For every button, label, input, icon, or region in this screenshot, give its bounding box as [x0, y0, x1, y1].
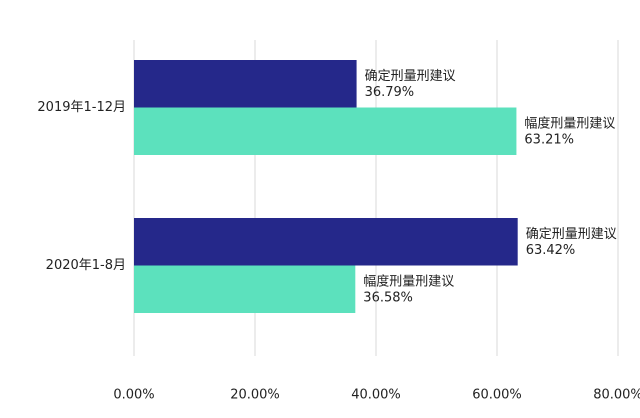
y-tick-label: 2020年1-8月 [46, 258, 126, 273]
x-tick-label: 0.00% [113, 388, 154, 403]
data-label-name: 确定刑量刑建议 [526, 226, 617, 241]
data-label: 幅度刑量刑建议 63.21% [524, 115, 615, 147]
data-label-name: 确定刑量刑建议 [365, 68, 456, 83]
data-label-value: 36.79% [365, 85, 415, 100]
bar [134, 218, 518, 266]
bar [134, 107, 517, 155]
x-tick-label: 80.00% [593, 388, 640, 403]
data-label: 幅度刑量刑建议 36.58% [363, 273, 454, 305]
bar [134, 265, 356, 313]
data-label-value: 36.58% [363, 290, 413, 305]
x-tick-label: 40.00% [351, 388, 401, 403]
bar [134, 60, 357, 108]
y-tick-label: 2019年1-12月 [37, 100, 126, 115]
data-label: 确定刑量刑建议 36.79% [365, 68, 456, 99]
data-label: 确定刑量刑建议 63.42% [526, 226, 617, 257]
data-label-value: 63.42% [526, 243, 576, 258]
x-tick-label: 60.00% [472, 388, 522, 403]
data-label-name: 幅度刑量刑建议 [363, 273, 454, 289]
data-label-value: 63.21% [524, 132, 574, 147]
data-label-name: 幅度刑量刑建议 [524, 115, 615, 131]
x-tick-label: 20.00% [230, 388, 280, 403]
